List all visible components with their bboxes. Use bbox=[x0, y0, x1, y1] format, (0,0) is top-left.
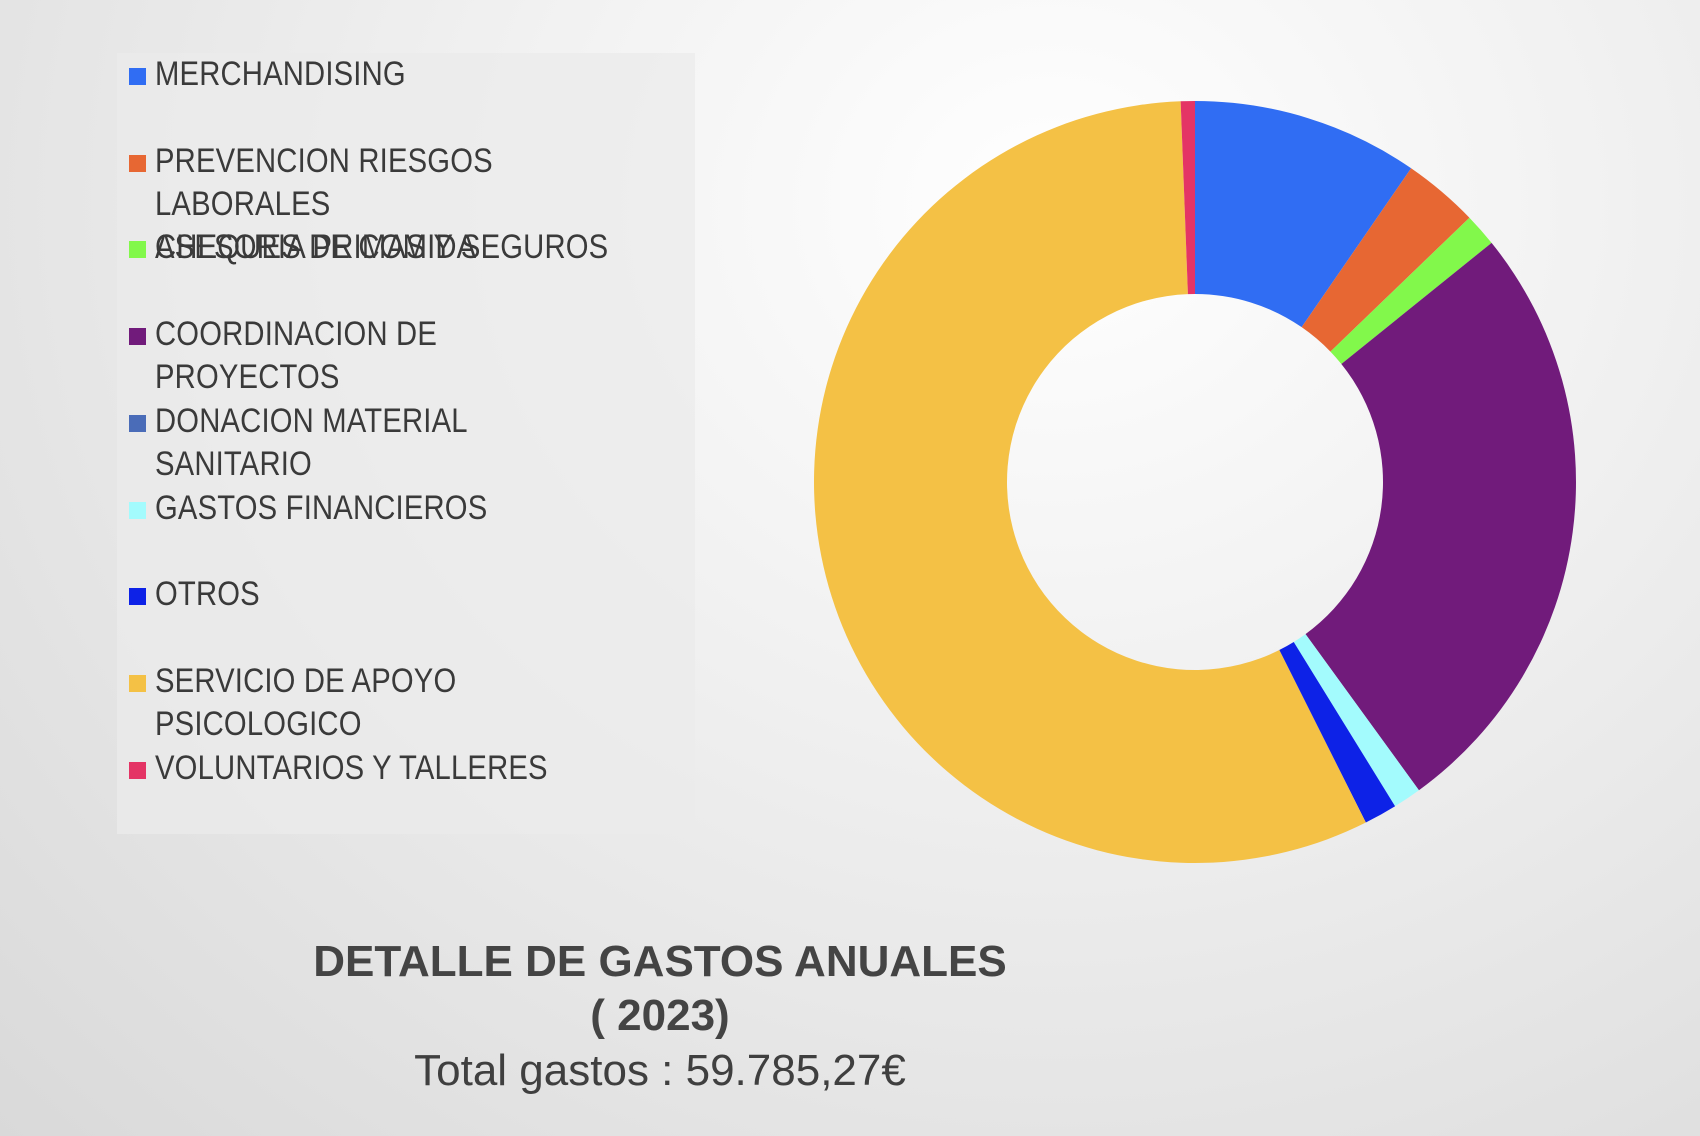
legend-swatch bbox=[129, 415, 146, 432]
donut-slice bbox=[1301, 168, 1470, 352]
donut-slice bbox=[1279, 641, 1396, 823]
legend-swatch bbox=[129, 155, 146, 172]
donut-slice bbox=[1305, 242, 1576, 791]
chart-subtitle: ( 2023) bbox=[590, 991, 730, 1040]
legend-item: VOLUNTARIOS Y TALLERES bbox=[129, 747, 612, 790]
donut-slice bbox=[1180, 101, 1195, 295]
donut-slice bbox=[814, 101, 1366, 863]
legend-swatch bbox=[129, 675, 146, 692]
legend-item: DONACION MATERIAL SANITARIO bbox=[129, 400, 695, 486]
legend-label: VOLUNTARIOS Y TALLERES bbox=[155, 749, 548, 787]
donut-slice bbox=[1195, 101, 1412, 328]
legend-label: CHEQUES DE COMIDA bbox=[155, 228, 477, 266]
legend-label: OTROS bbox=[155, 575, 260, 613]
legend-item: OTROS bbox=[129, 573, 277, 616]
legend-item: PREVENCION RIESGOS LABORALES ASESORIA PR… bbox=[129, 140, 695, 269]
legend-label: SERVICIO DE APOYO PSICOLOGICO bbox=[155, 662, 457, 743]
donut-slices bbox=[814, 101, 1576, 863]
legend-item: CHEQUES DE COMIDA bbox=[129, 226, 529, 269]
total-expenses: Total gastos : 59.785,27€ bbox=[414, 1046, 906, 1095]
legend-item: GASTOS FINANCIEROS bbox=[129, 487, 541, 530]
chart-title: DETALLE DE GASTOS ANUALES bbox=[313, 937, 1007, 986]
legend-label: MERCHANDISING bbox=[155, 55, 406, 93]
legend-swatch bbox=[129, 328, 146, 345]
legend-label: GASTOS FINANCIEROS bbox=[155, 489, 488, 527]
legend-swatch bbox=[129, 241, 146, 258]
legend-swatch bbox=[129, 588, 146, 605]
legend-label: COORDINACION DE PROYECTOS bbox=[155, 315, 438, 396]
legend-swatch bbox=[129, 68, 146, 85]
legend-item: MERCHANDISING bbox=[129, 53, 447, 96]
legend-label: DONACION MATERIAL SANITARIO bbox=[155, 402, 467, 483]
donut-slice bbox=[1330, 217, 1492, 364]
legend-label: PREVENCION RIESGOS LABORALES ASESORIA PR… bbox=[155, 142, 609, 266]
legend-swatch bbox=[129, 502, 146, 519]
donut-slice bbox=[1293, 634, 1419, 807]
legend-item: SERVICIO DE APOYO PSICOLOGICO bbox=[129, 660, 695, 746]
legend-swatch bbox=[129, 762, 146, 779]
chart-title-block: DETALLE DE GASTOS ANUALES ( 2023) Total … bbox=[300, 935, 1020, 1099]
legend-item: COORDINACION DE PROYECTOS bbox=[129, 313, 695, 399]
chart-legend: MERCHANDISING PREVENCION RIESGOS LABORAL… bbox=[117, 53, 695, 834]
